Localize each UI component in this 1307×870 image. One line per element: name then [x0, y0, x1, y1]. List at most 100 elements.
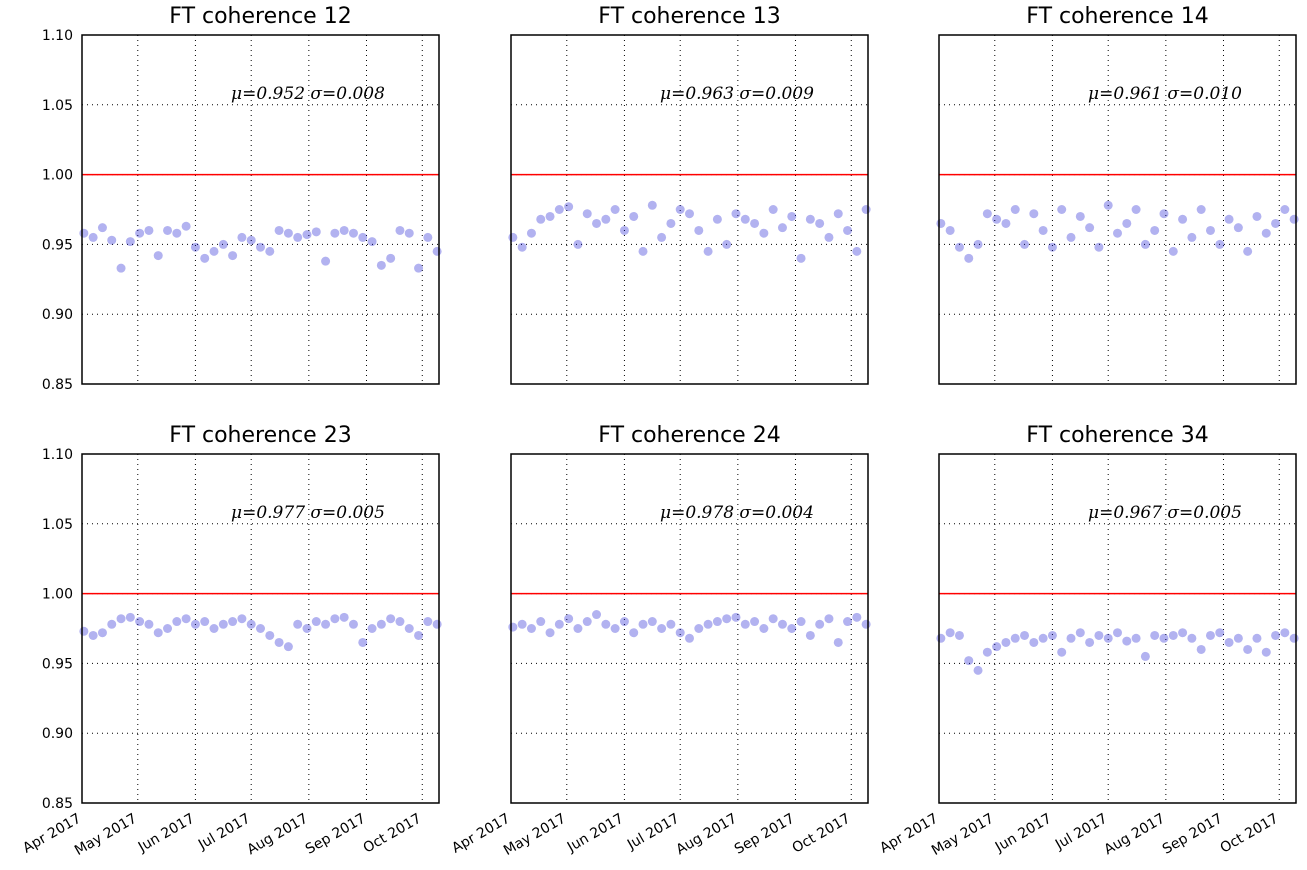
point: [1066, 633, 1076, 643]
point: [302, 624, 312, 633]
point: [246, 235, 256, 245]
y-tick-label: 0.85: [42, 377, 73, 393]
point: [685, 633, 694, 643]
point: [1038, 225, 1048, 235]
point: [1280, 205, 1290, 214]
point: [1029, 209, 1039, 219]
subplot: FT coherence 23 0.85 0.90 0.95 1.00 1.05 1.10 A…: [20, 423, 442, 859]
point: [992, 642, 1002, 652]
point: [330, 228, 340, 238]
subplot: FT coherence 13 μ=0.963 σ=0.009: [508, 4, 871, 385]
point: [125, 237, 135, 247]
point: [172, 228, 182, 238]
point: [348, 228, 358, 238]
x-tick-label: Aug 2017: [1101, 811, 1167, 859]
x-tick-label: Oct 2017: [1218, 811, 1282, 857]
point: [1280, 628, 1290, 638]
point: [321, 619, 331, 629]
point: [675, 205, 685, 214]
point: [573, 239, 583, 249]
point: [395, 225, 405, 235]
point: [852, 612, 862, 622]
x-tick-label: Jun 2017: [135, 811, 198, 856]
point: [1261, 647, 1271, 657]
point: [610, 205, 620, 214]
x-tick-label: Jul 2017: [624, 811, 682, 854]
point: [545, 628, 555, 638]
point: [610, 624, 620, 633]
point: [1122, 636, 1132, 646]
point: [1140, 239, 1150, 249]
point: [404, 624, 414, 633]
point: [423, 617, 433, 627]
point: [945, 628, 955, 638]
point: [973, 665, 983, 675]
point: [228, 617, 238, 627]
point: [1196, 205, 1206, 214]
point: [731, 209, 741, 219]
x-tick-label: Aug 2017: [673, 811, 739, 859]
point: [945, 225, 955, 235]
point: [536, 214, 546, 224]
point: [125, 612, 135, 622]
point: [153, 628, 163, 638]
x-tick-label: Aug 2017: [244, 811, 310, 859]
point: [256, 624, 265, 633]
point: [954, 630, 964, 640]
point: [712, 617, 722, 627]
point: [554, 619, 564, 629]
x-tick-label: Oct 2017: [361, 811, 425, 857]
annotation: μ=0.963 σ=0.009: [660, 84, 814, 104]
point: [787, 211, 797, 221]
y-tick-label: 0.85: [42, 796, 73, 812]
point: [79, 626, 89, 636]
point: [592, 218, 602, 228]
point: [1085, 637, 1095, 647]
point: [135, 617, 145, 627]
point: [1205, 630, 1215, 640]
point: [1289, 214, 1299, 224]
point: [218, 239, 228, 249]
axes-frame: [510, 453, 869, 804]
point: [1168, 246, 1178, 256]
point: [293, 232, 303, 242]
point: [582, 209, 592, 219]
point: [144, 225, 154, 235]
point: [1168, 630, 1178, 640]
point: [1001, 218, 1011, 228]
point: [973, 239, 983, 249]
point: [508, 622, 518, 632]
point: [376, 260, 386, 270]
point: [1178, 214, 1188, 224]
point: [265, 630, 275, 640]
subplot: FT coherence 14 μ=0.961 σ=0.010: [936, 4, 1299, 385]
point: [722, 239, 732, 249]
point: [833, 209, 843, 219]
point: [414, 630, 424, 640]
point: [395, 617, 405, 627]
point: [1075, 628, 1085, 638]
point: [190, 619, 200, 629]
point: [1057, 205, 1067, 214]
point: [1150, 225, 1160, 235]
point: [1020, 630, 1030, 640]
point: [1215, 239, 1225, 249]
point: [209, 624, 219, 633]
point: [694, 225, 704, 235]
point: [97, 223, 107, 233]
axes-frame: [81, 453, 440, 804]
point: [982, 647, 992, 657]
annotation: μ=0.977 σ=0.005: [231, 503, 385, 523]
point: [376, 619, 386, 629]
point: [759, 228, 769, 238]
point: [209, 246, 219, 256]
annotation: μ=0.978 σ=0.004: [660, 503, 814, 523]
point: [526, 228, 536, 238]
point: [545, 211, 555, 221]
point: [1271, 218, 1281, 228]
subplot-title: FT coherence 23: [169, 423, 351, 448]
point: [554, 205, 564, 214]
point: [619, 225, 629, 235]
